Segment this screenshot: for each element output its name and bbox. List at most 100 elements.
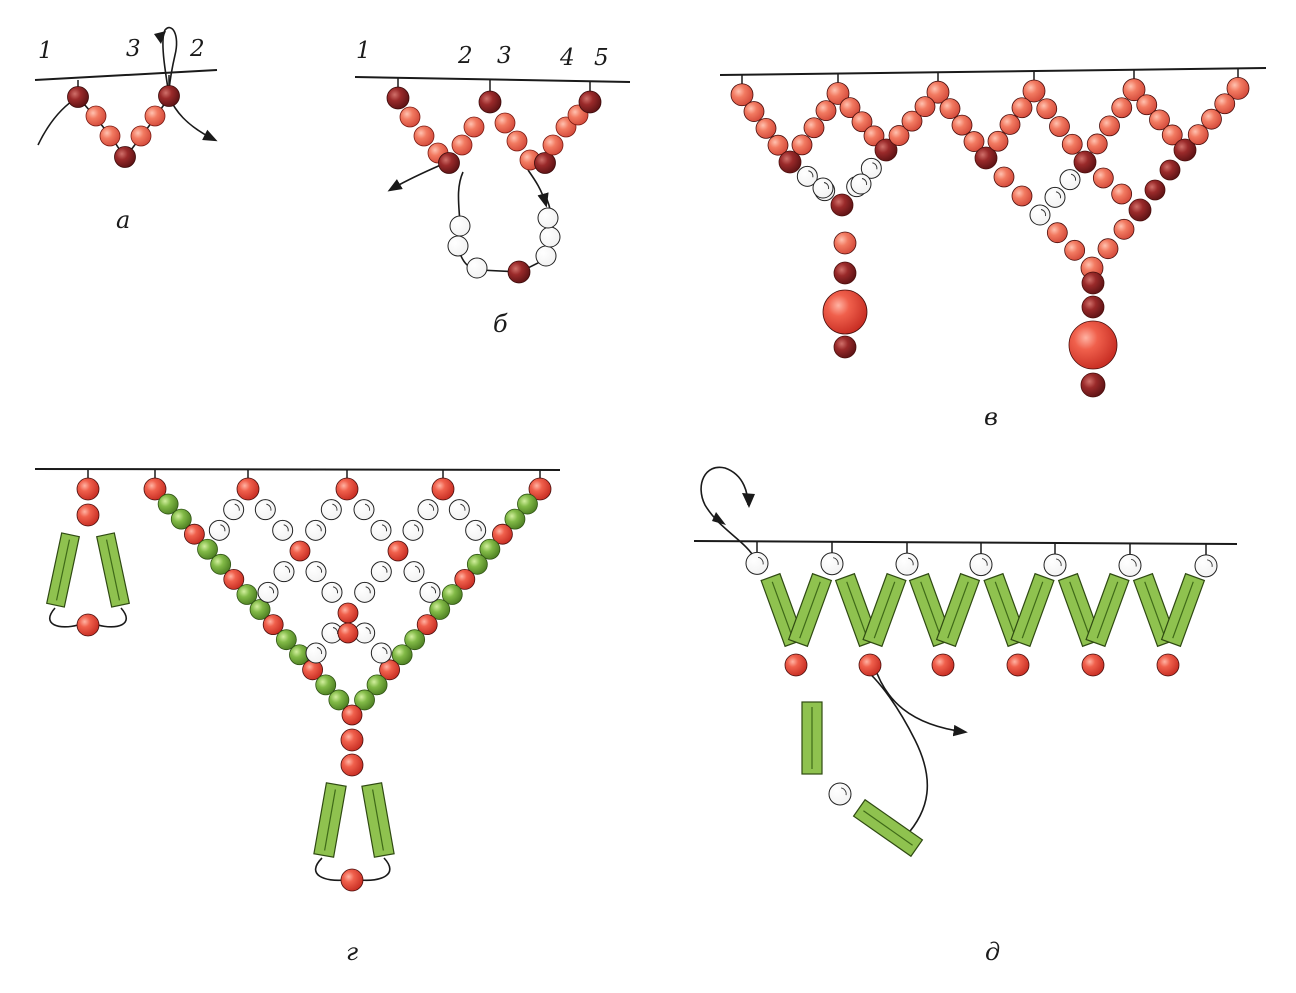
coral-bead [1092, 167, 1114, 189]
dark-bead [833, 261, 857, 285]
coral-bead [888, 125, 910, 146]
point-label-1: 1 [356, 38, 371, 64]
coral-bead [1097, 238, 1119, 260]
red-bead [337, 602, 359, 624]
coral-bead [926, 80, 950, 104]
green-bead [157, 493, 179, 515]
red-bead [262, 614, 284, 635]
coral-bead [833, 231, 857, 255]
white-bead [828, 782, 852, 806]
dark-bead [114, 146, 136, 168]
white-bead [370, 519, 392, 541]
panel-g [34, 468, 561, 892]
bugle-bead [801, 701, 823, 775]
coral-bead [987, 130, 1009, 152]
red-bead [76, 503, 100, 527]
red-bead [236, 477, 260, 501]
thread-line [34, 468, 561, 471]
coral-bead [1149, 109, 1170, 131]
red-bead [340, 868, 364, 892]
coral-bead [1122, 78, 1146, 102]
red-bead [387, 540, 409, 562]
red-bead [144, 105, 166, 127]
green-bead [504, 508, 526, 530]
white-bead [417, 499, 439, 521]
green-bead [517, 493, 538, 515]
coral-bead [1111, 183, 1133, 205]
dark-bead [1081, 295, 1105, 319]
green-bead [366, 674, 388, 696]
dark-bead [1128, 198, 1152, 222]
white-bead [1194, 554, 1218, 578]
coral-bead [1161, 124, 1183, 146]
coral-bead [1022, 79, 1046, 103]
coral-bead [755, 117, 777, 139]
dark-bead [1144, 179, 1166, 201]
coral-bead [767, 134, 789, 156]
coral-bead [730, 83, 754, 107]
point-label-2: 2 [458, 43, 473, 69]
bugle-bead [935, 572, 981, 648]
thread-path [387, 162, 446, 192]
red-bead [491, 523, 513, 545]
panel-b-caption: б [493, 310, 508, 338]
red-bead [76, 477, 100, 501]
coral-bead [1064, 239, 1086, 261]
point-label-3: 3 [497, 43, 512, 69]
thread-line [354, 76, 631, 83]
dark-bead [1080, 372, 1106, 398]
panel-v [719, 67, 1267, 398]
white-bead [208, 519, 230, 541]
coral-bead [1049, 116, 1070, 137]
red-bead [1156, 653, 1180, 677]
panel-b [354, 76, 631, 284]
coral-bead [963, 131, 985, 152]
red-bead [340, 728, 364, 752]
red-bead [337, 622, 359, 644]
red-bead [431, 477, 455, 501]
dark-bead [67, 86, 89, 108]
thread-line [693, 540, 1238, 545]
red-bead [85, 105, 107, 127]
coral-bead [743, 101, 765, 122]
coral-bead [803, 117, 825, 139]
white-bead [1118, 553, 1142, 577]
bugle-bead [787, 572, 833, 648]
coral-bead [1111, 97, 1133, 119]
coral-bead [1226, 76, 1250, 100]
green-bead [210, 553, 232, 575]
red-bead [822, 289, 868, 335]
green-bead [404, 629, 426, 651]
red-bead [1006, 653, 1030, 677]
white-bead [402, 519, 424, 541]
red-bead [130, 125, 152, 147]
coral-bead [791, 134, 813, 156]
panel-g-caption: г [346, 938, 359, 966]
green-bead [466, 553, 488, 575]
thread-line [34, 69, 218, 81]
dark-bead [1073, 150, 1097, 174]
green-bead [315, 674, 337, 696]
white-bead [273, 561, 295, 583]
white-bead [320, 499, 342, 521]
dark-bead [830, 193, 854, 217]
green-bead [441, 584, 463, 605]
thread-path [859, 664, 965, 838]
dark-bead [974, 146, 998, 170]
red-bead [183, 523, 205, 545]
red-bead [1081, 653, 1105, 677]
thread-arrow [527, 169, 549, 208]
white-bead [305, 561, 327, 583]
white-bead [254, 499, 276, 521]
bugle-bead [1010, 572, 1055, 648]
bugle-bead [96, 532, 130, 608]
green-bead [479, 538, 501, 560]
coral-bead [1036, 98, 1058, 120]
white-bead [465, 519, 487, 541]
white-bead [419, 581, 441, 603]
green-bead [197, 538, 218, 560]
coral-bead [1099, 115, 1120, 137]
bugle-bead [1160, 572, 1206, 648]
coral-bead [1136, 94, 1158, 116]
